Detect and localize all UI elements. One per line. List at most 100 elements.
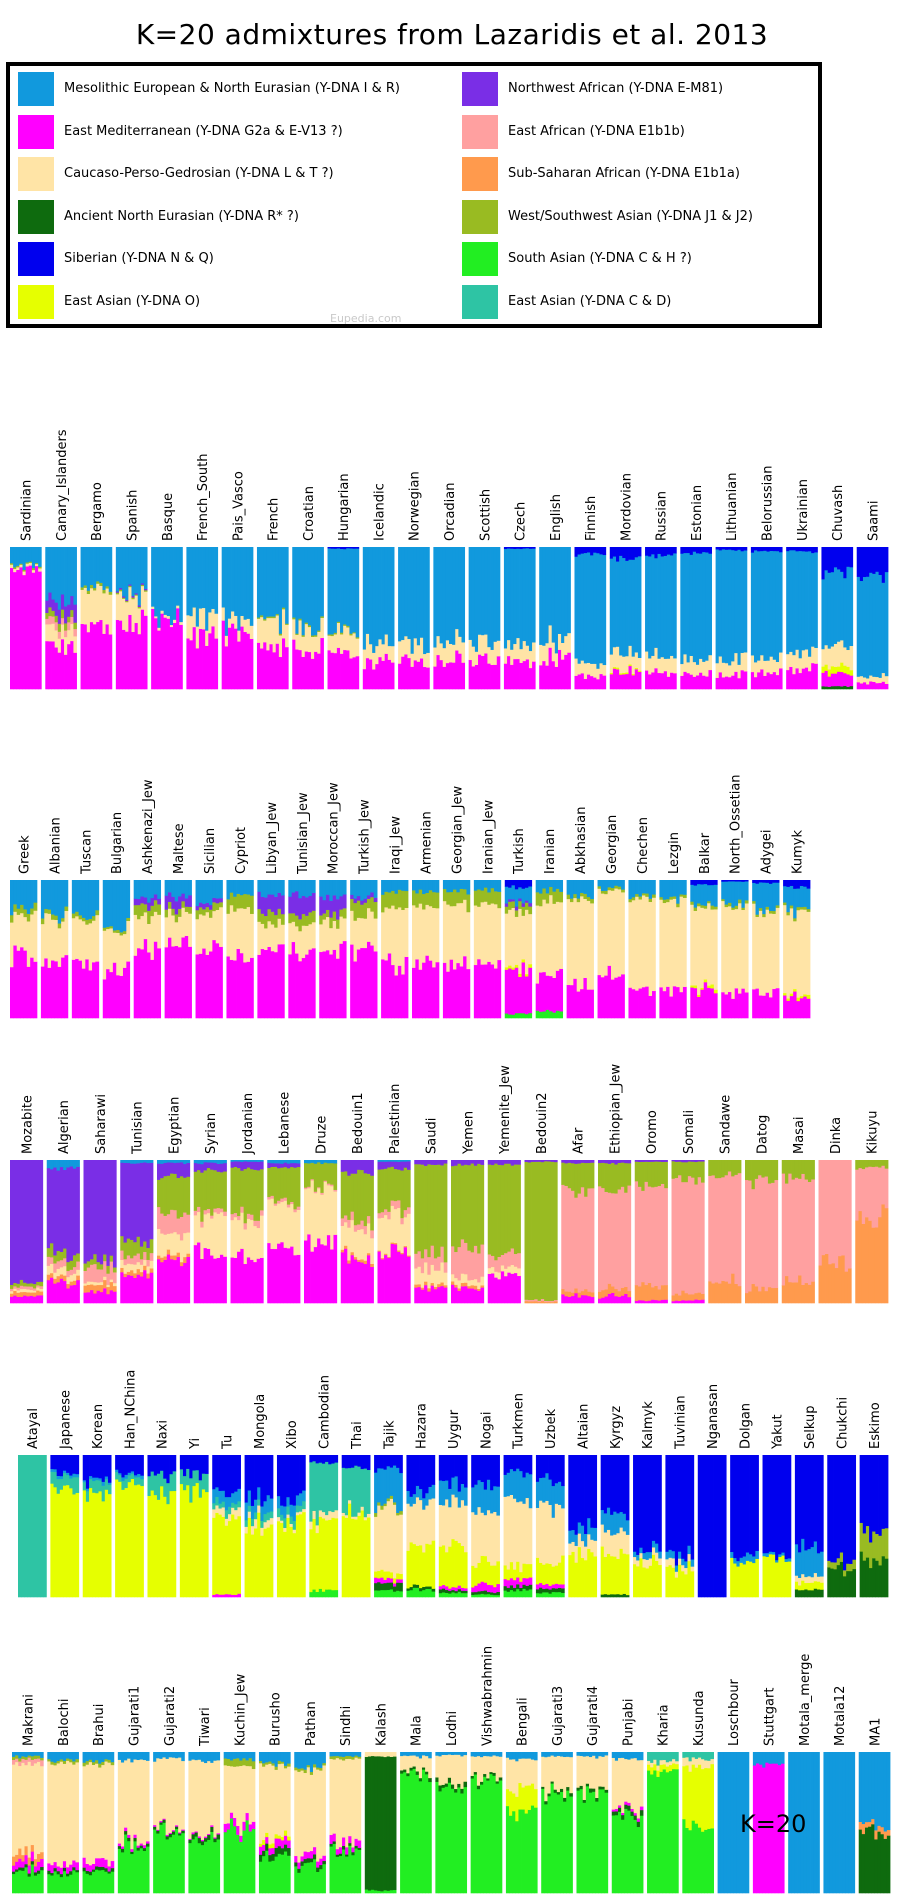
admixture-segment: [333, 634, 338, 654]
admixture-segment: [83, 585, 88, 588]
admixture-segment: [480, 1555, 485, 1582]
admixture-segment: [365, 633, 370, 659]
admixture-segment: [516, 1584, 520, 1590]
population-block: [680, 547, 712, 690]
admixture-segment: [69, 1166, 74, 1261]
admixture-segment: [745, 1560, 750, 1598]
admixture-segment: [186, 638, 190, 690]
admixture-segment: [508, 887, 512, 900]
admixture-segment: [369, 659, 373, 690]
admixture-segment: [680, 675, 684, 690]
admixture-segment: [266, 617, 270, 651]
population-label: Balochi: [57, 1699, 72, 1746]
admixture-segment: [30, 914, 34, 958]
admixture-segment: [366, 1160, 371, 1174]
admixture-segment: [700, 905, 705, 908]
admixture-segment: [596, 552, 600, 669]
admixture-segment: [13, 1286, 17, 1289]
admixture-segment: [373, 897, 378, 903]
admixture-segment: [30, 1860, 35, 1865]
admixture-segment: [386, 1571, 391, 1578]
admixture-segment: [496, 1515, 500, 1562]
admixture-segment: [19, 1291, 24, 1297]
admixture-segment: [419, 1545, 423, 1589]
population-block: [40, 880, 69, 1019]
admixture-segment: [221, 620, 226, 690]
admixture-segment: [381, 959, 385, 1019]
admixture-segment: [390, 1200, 395, 1206]
admixture-segment: [435, 961, 440, 1019]
admixture-segment: [606, 1594, 611, 1598]
admixture-segment: [244, 1520, 249, 1527]
admixture-segment: [700, 989, 705, 1019]
admixture-segment: [328, 1464, 332, 1512]
admixture-segment: [466, 968, 471, 1019]
admixture-segment: [267, 1196, 271, 1200]
admixture-segment: [333, 548, 338, 633]
admixture-segment: [648, 898, 653, 903]
admixture-segment: [384, 1168, 388, 1210]
admixture-segment: [160, 1160, 164, 1164]
admixture-segment: [553, 1160, 558, 1163]
admixture-segment: [66, 1167, 71, 1263]
population-label: Libyan_Jew: [265, 802, 280, 874]
admixture-segment: [149, 1268, 154, 1273]
population-label: Chechen: [636, 817, 651, 874]
admixture-segment: [438, 1585, 443, 1590]
population-label: Scottish: [478, 489, 493, 541]
admixture-segment: [63, 1280, 67, 1304]
admixture-segment: [619, 655, 623, 674]
admixture-segment: [431, 1588, 436, 1592]
admixture-segment: [115, 592, 120, 595]
admixture-segment: [375, 547, 379, 647]
admixture-segment: [304, 622, 309, 625]
admixture-segment: [418, 903, 423, 970]
admixture-segment: [503, 663, 508, 690]
admixture-segment: [81, 917, 86, 922]
admixture-segment: [480, 1276, 485, 1286]
admixture-segment: [355, 656, 360, 690]
admixture-segment: [66, 1752, 70, 1759]
admixture-segment: [417, 1160, 422, 1165]
admixture-segment: [755, 1550, 759, 1559]
admixture-segment: [233, 911, 237, 961]
admixture-segment: [622, 672, 626, 675]
admixture-segment: [545, 1588, 549, 1593]
admixture-segment: [670, 655, 674, 673]
admixture-segment: [353, 920, 358, 962]
admixture-segment: [251, 1752, 256, 1762]
admixture-segment: [283, 1200, 288, 1248]
admixture-segment: [243, 1229, 248, 1265]
admixture-segment: [86, 1160, 91, 1262]
admixture-segment: [24, 1759, 29, 1766]
admixture-segment: [336, 647, 341, 690]
admixture-segment: [730, 1557, 734, 1598]
admixture-segment: [274, 1834, 279, 1839]
admixture-segment: [143, 591, 148, 616]
admixture-segment: [619, 673, 623, 675]
admixture-segment: [534, 1298, 538, 1302]
admixture-segment: [435, 892, 440, 909]
admixture-segment: [133, 898, 138, 906]
admixture-segment: [694, 1184, 699, 1294]
population-block: [827, 1455, 857, 1598]
admixture-segment: [507, 547, 511, 549]
admixture-segment: [153, 941, 158, 1019]
admixture-segment: [136, 1845, 141, 1848]
admixture-segment: [518, 1012, 522, 1019]
admixture-segment: [700, 1299, 705, 1304]
admixture-segment: [107, 1759, 112, 1763]
admixture-segment: [693, 880, 698, 886]
admixture-segment: [707, 985, 711, 988]
admixture-segment: [309, 1529, 313, 1593]
admixture-segment: [846, 566, 850, 651]
admixture-segment: [336, 622, 341, 648]
admixture-segment: [587, 1295, 592, 1304]
admixture-segment: [121, 1477, 125, 1482]
admixture-segment: [794, 1544, 799, 1576]
admixture-segment: [464, 1160, 468, 1165]
admixture-segment: [645, 547, 649, 556]
admixture-segment: [330, 634, 335, 637]
admixture-segment: [440, 1262, 445, 1283]
admixture-segment: [399, 1455, 403, 1474]
